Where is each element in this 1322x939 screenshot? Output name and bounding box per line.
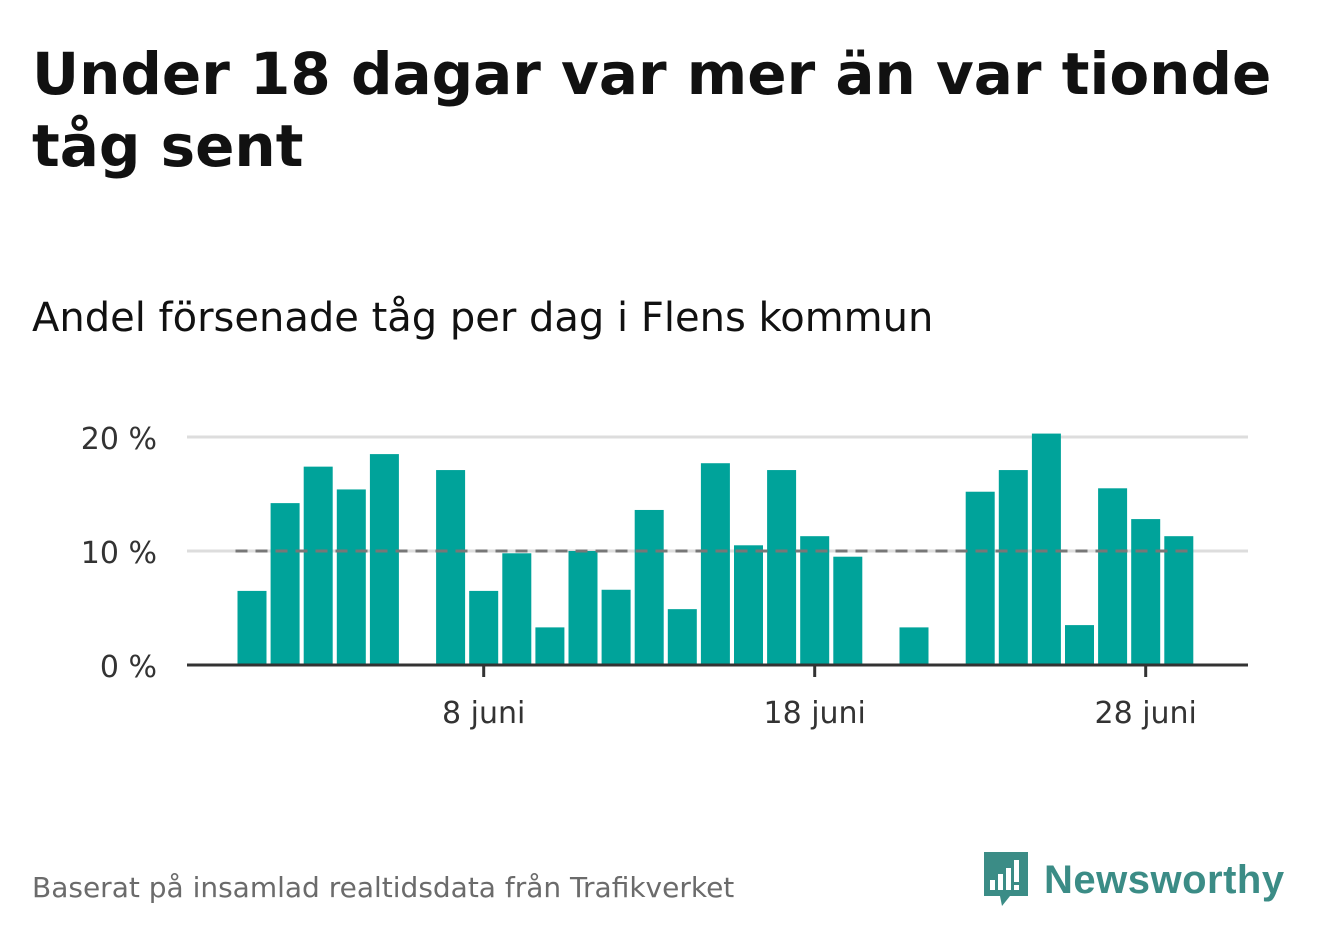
newsworthy-logo-icon (984, 852, 1028, 906)
chart-subtitle: Andel försenade tåg per dag i Flens komm… (32, 295, 934, 341)
bar (998, 470, 1028, 665)
bar (469, 590, 499, 665)
bar (303, 466, 333, 665)
x-tick-label: 8 juni (442, 696, 525, 731)
bar (734, 545, 763, 665)
chart-title: Under 18 dagar var mer än var tionde tåg… (32, 40, 1272, 180)
bar (800, 536, 830, 665)
bar (502, 553, 532, 665)
bar (270, 503, 300, 665)
y-tick-label: 20 % (81, 422, 157, 457)
bar (1131, 519, 1161, 665)
bar (667, 609, 697, 665)
bar (436, 470, 466, 665)
bars (237, 433, 1194, 665)
bar (634, 509, 664, 665)
y-tick-label: 0 % (100, 650, 157, 685)
bar-chart: 0 % 10 % 20 % 8 juni 18 juni 28 juni (81, 422, 1248, 731)
bar (767, 470, 797, 665)
x-axis-ticks: 8 juni 18 juni 28 juni (442, 665, 1197, 731)
bar (899, 627, 929, 665)
bar (1031, 433, 1061, 665)
brand-logo: Newsworthy (980, 850, 1285, 910)
bar (965, 491, 995, 665)
bar (535, 627, 565, 665)
bar (369, 454, 399, 665)
bar (1164, 536, 1194, 665)
bar (336, 489, 366, 665)
y-axis-ticks: 0 % 10 % 20 % (81, 422, 157, 685)
bar (568, 551, 598, 665)
source-note: Baserat på insamlad realtidsdata från Tr… (32, 871, 735, 904)
x-tick-label: 28 juni (1094, 696, 1196, 731)
bar (601, 589, 631, 665)
bar (833, 556, 863, 665)
bar (1098, 488, 1128, 665)
bar (237, 590, 267, 665)
brand-name: Newsworthy (1044, 857, 1285, 902)
bar (1065, 625, 1094, 665)
x-tick-label: 18 juni (763, 696, 865, 731)
y-tick-label: 10 % (81, 536, 157, 571)
bar (700, 463, 730, 665)
